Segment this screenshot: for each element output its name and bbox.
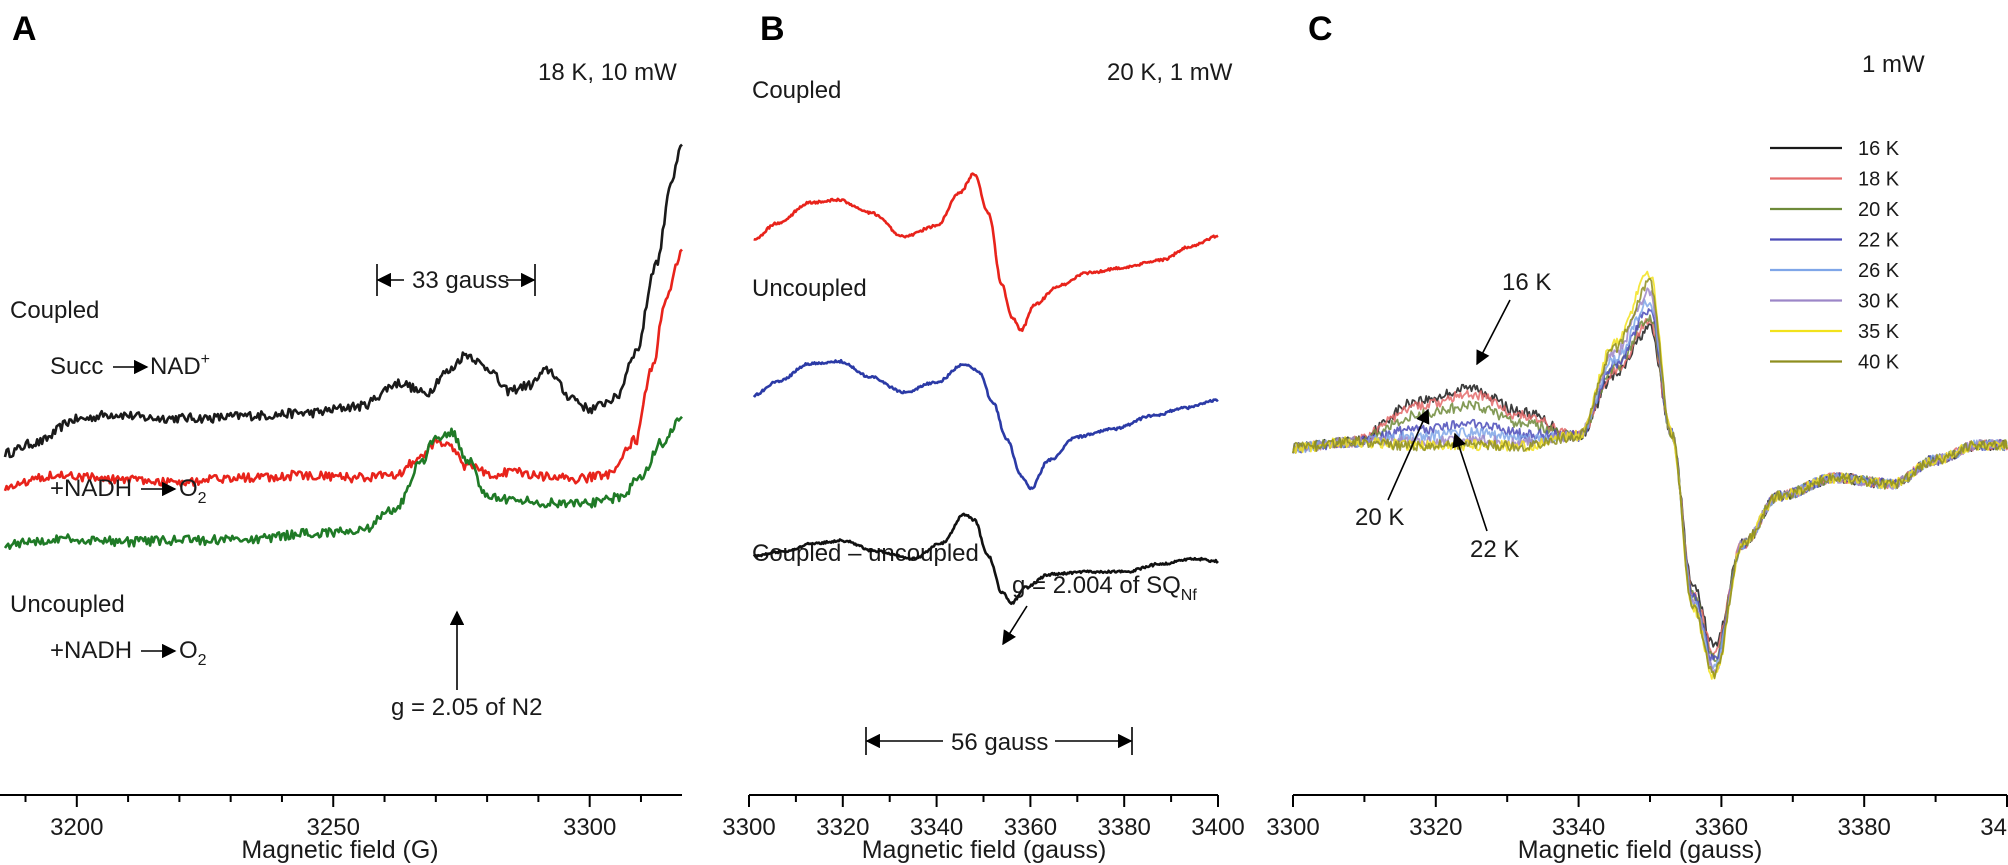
panel-b-56-gauss-marker: 56 gauss — [865, 727, 1133, 756]
panel-a-coupled-label: Coupled — [10, 297, 99, 324]
panel-a-xlabel: Magnetic field (G) — [241, 836, 438, 864]
panel-b-xlabel: Magnetic field (gauss) — [862, 836, 1107, 864]
panel-letter-a: A — [12, 10, 37, 48]
tick-label: 3360 — [1695, 814, 1748, 841]
c-22k-arrow — [1452, 432, 1488, 532]
nadh-label-1: +NADH — [50, 475, 132, 502]
legend-label: 18 K — [1858, 169, 1900, 191]
c-22k-label: 22 K — [1470, 536, 1519, 563]
panel-a-uncoupled-label: Uncoupled — [10, 591, 125, 618]
legend-label: 35 K — [1858, 321, 1900, 343]
trace-coupled — [753, 172, 1219, 332]
tick-label: 3300 — [722, 814, 775, 841]
trace-22k — [1292, 308, 2008, 662]
tick-label: 3400 — [1191, 814, 1244, 841]
trace-uncoupled — [752, 358, 1219, 491]
panel-a-n2-marker: g = 2.05 of N2 — [391, 610, 542, 721]
panel-c-16k-marker: 16 K — [1476, 269, 1551, 366]
sq-label: g = 2.004 of SQNf — [1012, 572, 1197, 604]
nad-label: NAD+ — [150, 351, 210, 380]
panel-b: B 20 K, 1 mW Coupled Uncoupled Coupled –… — [722, 10, 1244, 864]
gauss33-label: 33 gauss — [412, 267, 509, 294]
tick-label: 3340 — [910, 814, 963, 841]
trace-16k — [1292, 323, 2008, 648]
panel-a-succ-reaction: Succ NAD+ — [50, 351, 210, 380]
tick-label: 3360 — [1004, 814, 1057, 841]
tick-label: 3380 — [1838, 814, 1891, 841]
c-20k-label: 20 K — [1355, 504, 1404, 531]
trace-30k — [1292, 287, 2008, 675]
panel-c-x-axis: 3300 3320 3340 3360 3380 3400 Magnetic field … — [1266, 794, 2008, 864]
gauss56-label: 56 gauss — [951, 729, 1048, 756]
panel-b-x-axis: 3300 3320 3340 3360 3380 3400 Magnetic field … — [722, 794, 1245, 864]
panel-b-sq-marker: g = 2.004 of SQNf — [1002, 572, 1197, 646]
tick-label: 3300 — [1266, 814, 1319, 841]
panel-letter-c: C — [1308, 10, 1333, 48]
panel-a-nadh-reaction-2: +NADH O2 — [50, 637, 207, 669]
n2-label: g = 2.05 of N2 — [391, 694, 542, 721]
panel-b-coupled-label: Coupled — [752, 77, 841, 104]
legend-label: 26 K — [1858, 260, 1900, 282]
panel-a-ticks: 3200 3250 3300 — [24, 795, 642, 841]
o2-label-1: O2 — [179, 475, 207, 507]
tick-label: 3250 — [307, 814, 360, 841]
panel-c-condition: 1 mW — [1862, 51, 1925, 78]
trace-coupled-uncoupled — [752, 512, 1219, 605]
legend-label: 20 K — [1858, 199, 1900, 221]
panel-c-legend: 16 K 18 K 20 K 22 K 26 K 30 K 35 K 40 K — [1770, 138, 1900, 374]
trace-20k — [1292, 314, 2008, 662]
sq-arrow — [1002, 605, 1028, 646]
panel-a-nadh-reaction-1: +NADH O2 — [50, 475, 207, 507]
panel-letter-b: B — [760, 10, 785, 48]
c-16k-arrow — [1476, 299, 1511, 366]
c-16k-label: 16 K — [1502, 269, 1551, 296]
legend-label: 30 K — [1858, 291, 1900, 313]
nadh-label-2: +NADH — [50, 637, 132, 664]
panel-a: A 18 K, 10 mW Coupled Succ NAD+ +NADH O2… — [0, 10, 683, 864]
c-20k-arrow — [1387, 408, 1430, 501]
tick-label: 3380 — [1098, 814, 1151, 841]
o2-label-2: O2 — [179, 637, 207, 669]
panel-c-ticks: 3300 3320 3340 3360 3380 3400 — [1266, 795, 2008, 841]
trace-26k — [1292, 299, 2008, 670]
panel-c: C 1 mW 16 K18 K20 K22 K26 K30 K35 K40 K … — [1266, 10, 2008, 864]
tick-label: 3320 — [1409, 814, 1462, 841]
legend-label: 16 K — [1858, 138, 1900, 160]
tick-label: 3340 — [1552, 814, 1605, 841]
tick-label: 3320 — [816, 814, 869, 841]
tick-label: 3400 — [1980, 814, 2008, 841]
panel-a-x-axis: 3200 3250 3300 Magnetic field (G) — [0, 794, 682, 864]
trace--nadh-o2-coupled- — [3, 248, 683, 492]
panel-b-ticks: 3300 3320 3340 3360 3380 3400 — [722, 795, 1245, 841]
panel-a-traces — [3, 143, 683, 550]
succ-label: Succ — [50, 353, 103, 380]
legend-label: 40 K — [1858, 352, 1900, 374]
trace-35k — [1292, 270, 2008, 680]
trace-coupled-succ-nad- — [3, 143, 683, 459]
panel-c-22k-marker: 22 K — [1452, 432, 1519, 563]
panel-c-traces — [1292, 270, 2008, 680]
trace-18k — [1292, 318, 2008, 657]
tick-label: 3300 — [563, 814, 616, 841]
panel-c-xlabel: Magnetic field (gauss) — [1518, 836, 1763, 864]
panel-a-33-gauss-marker: 33 gauss — [376, 264, 536, 296]
panel-a-condition: 18 K, 10 mW — [538, 59, 677, 86]
legend-label: 22 K — [1858, 230, 1900, 252]
panel-b-uncoupled-label: Uncoupled — [752, 275, 867, 302]
panel-c-20k-marker: 20 K — [1355, 408, 1430, 531]
panel-b-condition: 20 K, 1 mW — [1107, 59, 1233, 86]
panel-b-traces — [752, 172, 1219, 605]
trace-uncoupled-nadh-o2 — [3, 415, 683, 550]
panel-b-diff-label: Coupled – uncoupled — [752, 540, 979, 567]
tick-label: 3200 — [50, 814, 103, 841]
